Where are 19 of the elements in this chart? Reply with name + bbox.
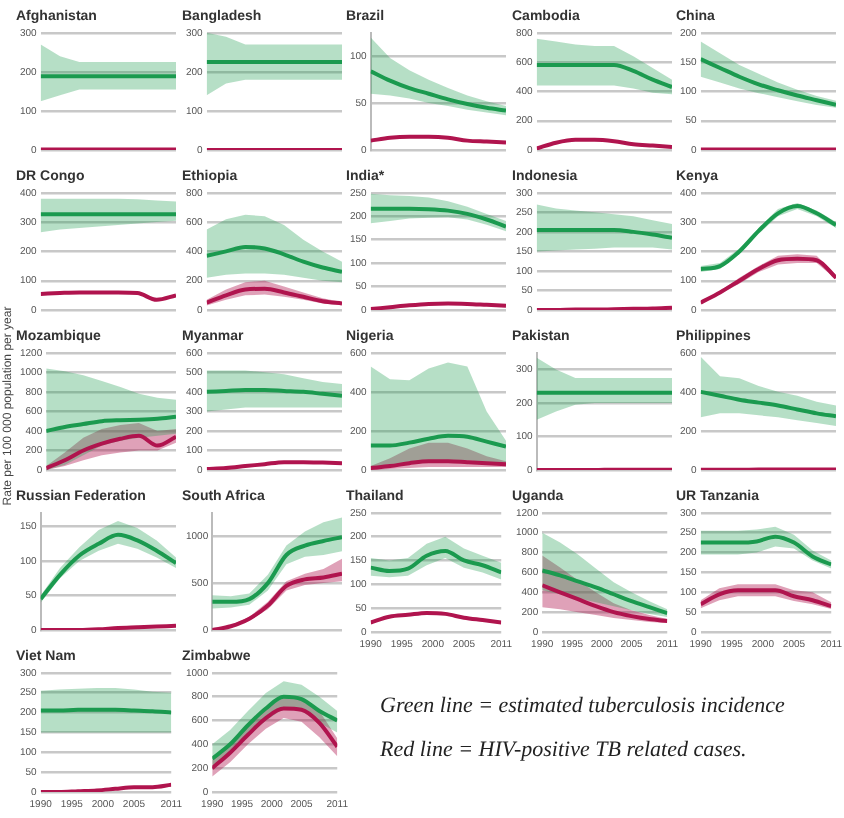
text: Red line = HIV-positive TB related cases. — [380, 738, 749, 762]
line-series — [211, 694, 337, 761]
line-series — [40, 532, 176, 601]
line-series — [46, 414, 176, 433]
line-series — [370, 206, 506, 229]
line-series — [700, 534, 832, 567]
text: Green line = estimated tuberculosis incidence — [380, 694, 785, 718]
line-series — [211, 535, 341, 604]
line-series — [211, 571, 341, 630]
line-series — [205, 245, 341, 274]
line-series — [46, 433, 176, 470]
line-series — [535, 63, 671, 90]
line-series — [700, 389, 836, 419]
line-series — [205, 286, 341, 306]
line-series — [370, 69, 506, 113]
line-series — [700, 57, 836, 107]
line-series — [541, 583, 667, 624]
line-series — [541, 568, 667, 616]
line-series — [370, 548, 502, 575]
